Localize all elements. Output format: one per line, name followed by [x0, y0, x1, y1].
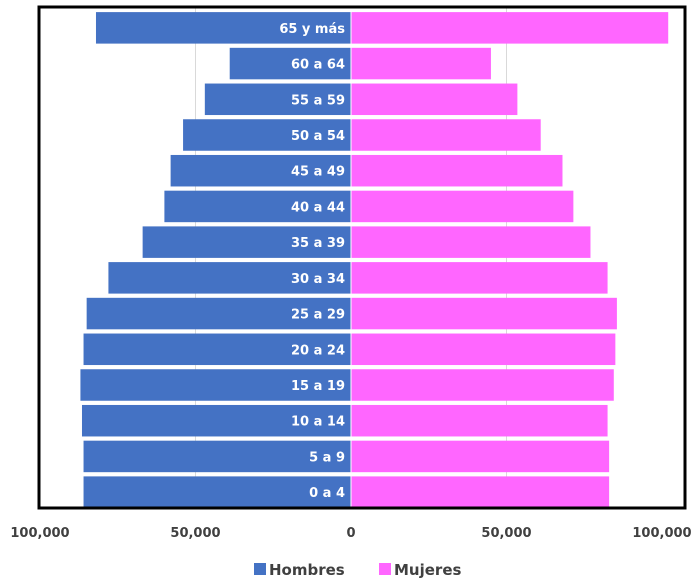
category-label-60-a-64: 60 a 64	[291, 58, 345, 73]
category-label-5-a-9: 5 a 9	[309, 450, 345, 465]
bar-hombres-20-a-24	[83, 333, 351, 366]
bar-hombres-25-a-29	[86, 297, 352, 330]
bar-hombres-55-a-59	[204, 83, 351, 116]
bar-hombres-30-a-34	[108, 262, 351, 294]
x-axis-ticks: 100,000 50,000 0 50,000 100,000	[10, 526, 691, 541]
x-tick-label-100-000-right: 100,000	[632, 526, 691, 541]
bar-mujeres-60-a-64	[351, 47, 491, 80]
bar-hombres-0-a-4	[83, 476, 351, 508]
bar-mujeres-25-a-29	[351, 297, 617, 330]
bar-mujeres-10-a-14	[351, 404, 608, 437]
bar-mujeres-55-a-59	[351, 83, 518, 116]
category-label-35-a-39: 35 a 39	[291, 236, 345, 251]
bar-mujeres-0-a-4	[351, 476, 610, 508]
bar-hombres-45-a-49	[170, 154, 351, 187]
legend-label-mujeres: Mujeres	[394, 561, 461, 579]
bar-mujeres-30-a-34	[351, 262, 608, 294]
plot-frame	[37, 5, 687, 510]
bar-hombres-50-a-54	[183, 119, 351, 151]
bar-hombres-15-a-19	[80, 369, 352, 401]
bar-hombres-60-a-64	[229, 47, 351, 80]
legend: Hombres Mujeres	[254, 561, 461, 579]
bar-mujeres-45-a-49	[351, 154, 563, 187]
legend-swatch-hombres	[254, 563, 266, 575]
category-label-40-a-44: 40 a 44	[291, 200, 345, 215]
category-label-45-a-49: 45 a 49	[291, 165, 345, 180]
bar-hombres-40-a-44	[164, 190, 351, 223]
bars	[80, 8, 669, 508]
bar-mujeres-15-a-19	[351, 369, 614, 401]
category-label-50-a-54: 50 a 54	[291, 129, 345, 144]
category-label-25-a-29: 25 a 29	[291, 308, 345, 323]
bar-mujeres-50-a-54	[351, 119, 541, 151]
category-label-65-y-mas: 65 y más	[279, 22, 345, 37]
bar-mujeres-40-a-44	[351, 190, 574, 223]
category-label-55-a-59: 55 a 59	[291, 93, 345, 108]
x-tick-label-0: 0	[346, 526, 355, 541]
category-label-10-a-14: 10 a 14	[291, 415, 345, 430]
category-label-15-a-19: 15 a 19	[291, 379, 345, 394]
bar-mujeres-5-a-9	[351, 440, 610, 473]
bar-hombres-5-a-9	[83, 440, 351, 473]
bar-mujeres-65-y-mas	[351, 12, 669, 44]
x-tick-label-100-000-left: 100,000	[10, 526, 69, 541]
category-label-30-a-34: 30 a 34	[291, 272, 345, 287]
legend-label-hombres: Hombres	[269, 561, 345, 579]
legend-swatch-mujeres	[379, 563, 391, 575]
bar-mujeres-35-a-39	[351, 226, 591, 258]
category-label-20-a-24: 20 a 24	[291, 343, 345, 358]
bar-hombres-65-y-mas	[95, 12, 351, 44]
x-tick-label-50-000-right: 50,000	[481, 526, 531, 541]
bar-mujeres-20-a-24	[351, 333, 616, 366]
bar-hombres-35-a-39	[142, 226, 351, 258]
category-label-0-a-4: 0 a 4	[309, 486, 345, 501]
category-labels: 65 y más 60 a 64 55 a 59 50 a 54 45 a 49 40 a…	[279, 22, 345, 501]
x-tick-label-50-000-left: 50,000	[170, 526, 220, 541]
bar-hombres-10-a-14	[81, 404, 352, 437]
